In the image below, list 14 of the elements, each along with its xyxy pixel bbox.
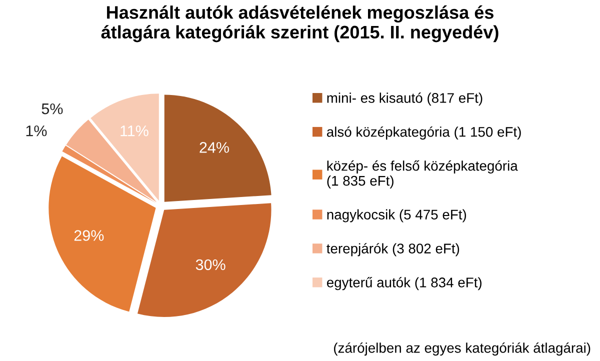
legend-label: alsó középkategória (1 150 eFt) <box>326 126 521 140</box>
data-label: 30% <box>196 259 226 270</box>
legend-label: egyterű autók (1 834 eFt) <box>326 277 482 290</box>
data-label: 11% <box>120 126 148 136</box>
legend-label: nagykocsik (5 475 eFt) <box>327 209 466 222</box>
text: (zárójelben az egyes kategóriák átlagárai) <box>334 342 590 356</box>
data-label: 24% <box>200 142 229 153</box>
data-label: 5% <box>42 103 63 114</box>
data-label: 29% <box>74 230 104 241</box>
legend-label: terepjárók (3 802 eFt) <box>326 243 460 256</box>
chart-title: Használt autók adásvételének megoszlása és átlagára kategóriák szerint (2015. II. negyedév) <box>101 5 498 42</box>
data-label: 1% <box>26 125 47 136</box>
legend-label: közép- és felső középkategória (1 835 eFt) <box>327 160 518 188</box>
legend-label: mini- es kisautó (817 eFt) <box>327 92 482 106</box>
